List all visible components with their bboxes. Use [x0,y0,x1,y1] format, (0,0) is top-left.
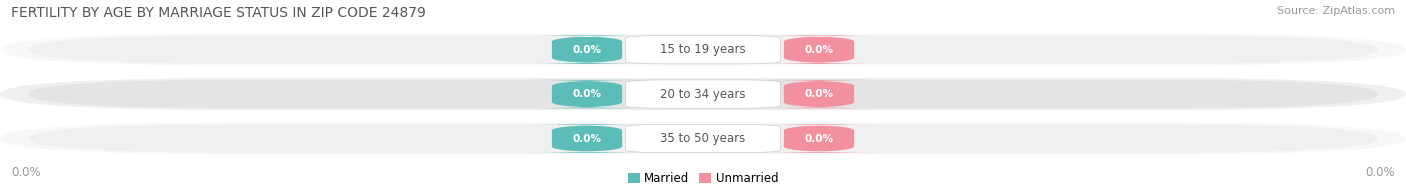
FancyBboxPatch shape [756,80,883,108]
Text: 20 to 34 years: 20 to 34 years [661,88,745,101]
Text: 0.0%: 0.0% [804,133,834,143]
FancyBboxPatch shape [0,78,1406,110]
Text: FERTILITY BY AGE BY MARRIAGE STATUS IN ZIP CODE 24879: FERTILITY BY AGE BY MARRIAGE STATUS IN Z… [11,6,426,20]
FancyBboxPatch shape [28,124,1378,153]
FancyBboxPatch shape [626,35,780,64]
FancyBboxPatch shape [0,34,1406,66]
Legend: Married, Unmarried: Married, Unmarried [623,168,783,190]
Text: 35 to 50 years: 35 to 50 years [661,132,745,145]
Text: 0.0%: 0.0% [11,166,41,179]
Text: 0.0%: 0.0% [1365,166,1395,179]
Text: 15 to 19 years: 15 to 19 years [661,43,745,56]
FancyBboxPatch shape [524,124,650,153]
FancyBboxPatch shape [28,80,1378,108]
FancyBboxPatch shape [524,35,650,64]
Text: 0.0%: 0.0% [572,45,602,55]
FancyBboxPatch shape [28,35,1378,64]
FancyBboxPatch shape [524,80,650,108]
Text: 0.0%: 0.0% [804,45,834,55]
FancyBboxPatch shape [756,124,883,153]
Text: 0.0%: 0.0% [804,89,834,99]
FancyBboxPatch shape [756,35,883,64]
Text: Source: ZipAtlas.com: Source: ZipAtlas.com [1277,6,1395,16]
Text: 0.0%: 0.0% [572,89,602,99]
FancyBboxPatch shape [0,122,1406,154]
FancyBboxPatch shape [626,124,780,153]
FancyBboxPatch shape [626,80,780,108]
Text: 0.0%: 0.0% [572,133,602,143]
